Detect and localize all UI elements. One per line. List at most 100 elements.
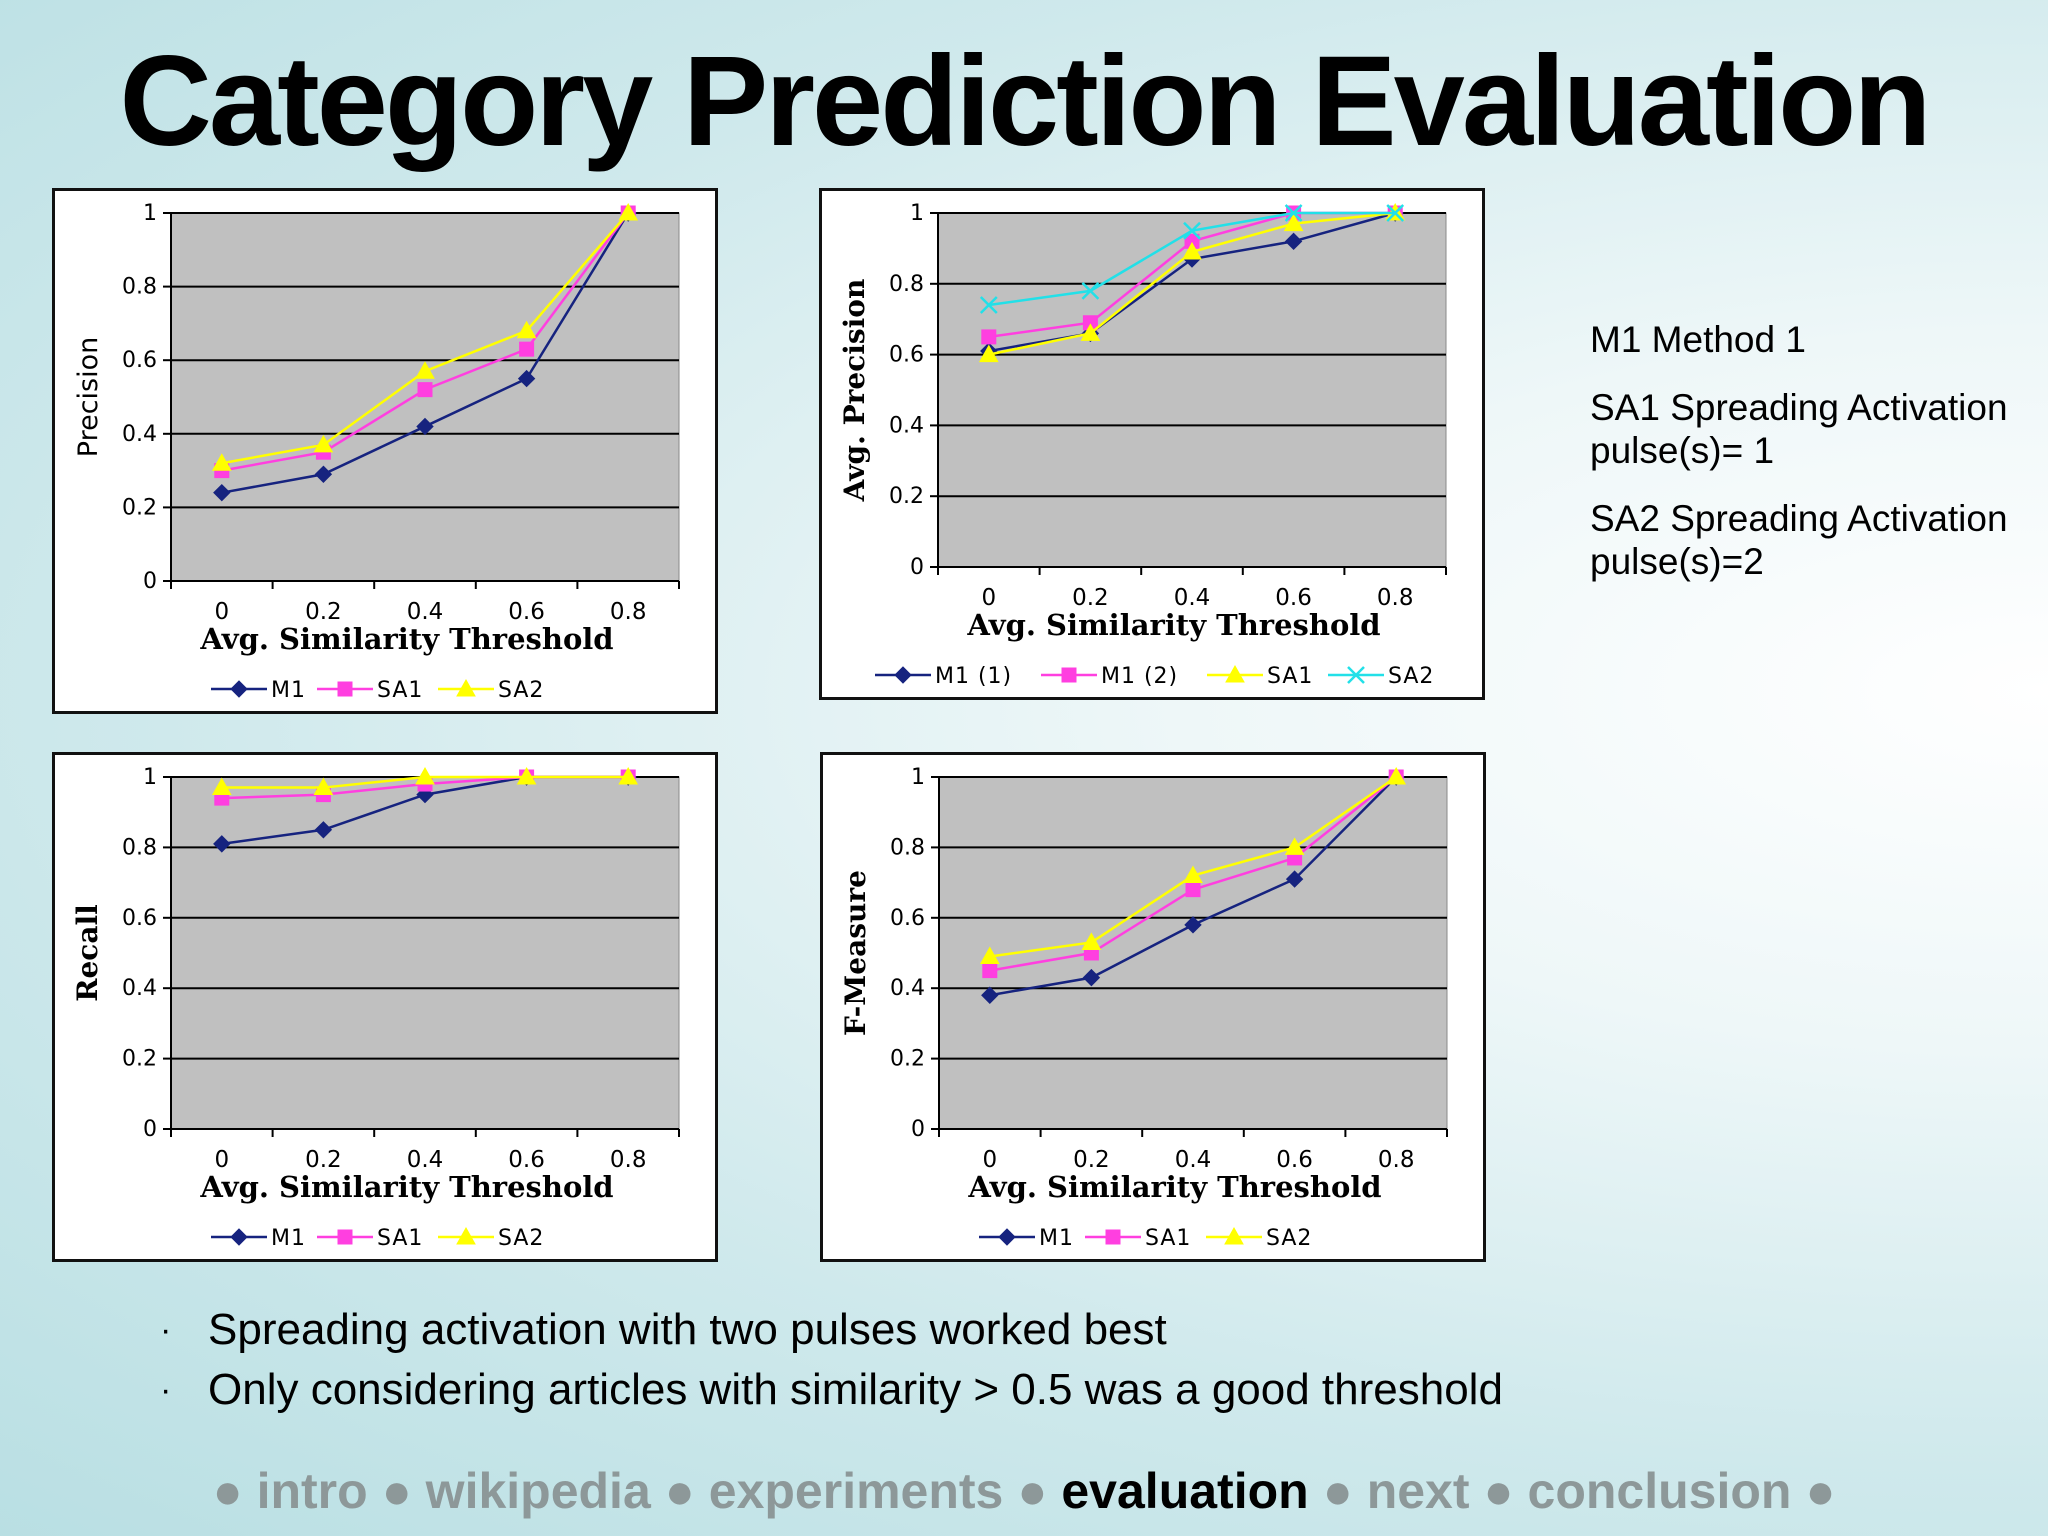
y-tick-label: 1 bbox=[910, 201, 924, 226]
nav-item-experiments[interactable]: experiments bbox=[708, 1463, 1004, 1519]
legend-label: SA1 bbox=[1145, 1226, 1191, 1251]
data-point bbox=[313, 777, 334, 796]
legend-marker bbox=[1061, 667, 1077, 683]
x-axis-label: Avg. Similarity Threshold bbox=[199, 1170, 613, 1204]
data-point bbox=[618, 202, 639, 221]
x-tick-label: 0 bbox=[214, 1147, 229, 1173]
data-point bbox=[981, 329, 997, 345]
y-tick-label: 0.8 bbox=[890, 835, 925, 860]
x-tick-label: 0.4 bbox=[1174, 585, 1211, 611]
legend-item: SA2 bbox=[438, 678, 544, 703]
legend-label: M1 (2) bbox=[1101, 664, 1178, 689]
legend-item: M1 bbox=[979, 1226, 1073, 1251]
legend-label: M1 (1) bbox=[935, 664, 1012, 689]
nav-item-intro[interactable]: intro bbox=[256, 1463, 368, 1519]
y-tick-label: 1 bbox=[143, 765, 157, 790]
legend-label: M1 bbox=[271, 1226, 306, 1251]
legend-marker bbox=[1224, 1226, 1244, 1245]
legend-marker bbox=[456, 678, 476, 697]
bullet-text: Only considering articles with similarit… bbox=[208, 1365, 1503, 1414]
y-tick-label: 0.4 bbox=[122, 976, 157, 1001]
series-sa2 bbox=[211, 202, 639, 471]
legend-item: SA1 bbox=[317, 1226, 422, 1251]
nav-item-wikipedia[interactable]: wikipedia bbox=[425, 1463, 651, 1519]
data-point bbox=[416, 785, 434, 804]
data-point bbox=[516, 320, 537, 339]
data-point bbox=[1081, 281, 1100, 300]
y-tick-label: 0.6 bbox=[890, 906, 925, 931]
x-tick-label: 0.2 bbox=[1072, 585, 1109, 611]
y-axis-label: Precision bbox=[73, 337, 104, 457]
y-tick-label: 0 bbox=[143, 569, 157, 594]
legend-marker bbox=[230, 1228, 248, 1246]
data-point bbox=[415, 766, 435, 785]
nav-item-next[interactable]: next bbox=[1366, 1463, 1470, 1519]
x-tick-label: 0.2 bbox=[1073, 1147, 1110, 1173]
data-point bbox=[313, 434, 334, 453]
nav-separator: ● bbox=[1017, 1463, 1048, 1519]
nav-separator: ● bbox=[1483, 1463, 1514, 1519]
y-tick-label: 1 bbox=[143, 201, 157, 226]
legend-item: M1 (2) bbox=[1041, 664, 1178, 689]
data-point bbox=[1285, 870, 1304, 888]
x-tick-label: 0.8 bbox=[1377, 585, 1414, 611]
data-point bbox=[517, 369, 536, 388]
legend-note-sa1: SA1 Spreading Activation pulse(s)= 1 bbox=[1590, 387, 2008, 471]
data-point bbox=[1182, 241, 1202, 260]
data-point bbox=[1283, 213, 1304, 232]
x-tick-label: 0.6 bbox=[1276, 1147, 1313, 1173]
legend-note-m1: M1 Method 1 bbox=[1590, 319, 1806, 360]
nav-separator: ● bbox=[381, 1463, 412, 1519]
data-point bbox=[618, 766, 639, 785]
x-axis-label: Avg. Similarity Threshold bbox=[966, 608, 1380, 642]
avg-precision-chart: 0 0.2 0.4 0.6 0.8 1 0 0.2 0.4 0.6 0.8 Avg. Similari… bbox=[819, 188, 1485, 700]
x-tick-label: 0.8 bbox=[610, 1147, 647, 1173]
y-tick-label: 0.8 bbox=[122, 275, 157, 300]
data-point bbox=[1183, 865, 1203, 884]
series-sa2 bbox=[211, 766, 639, 796]
x-tick-label: 0.8 bbox=[610, 599, 647, 625]
data-point bbox=[1081, 932, 1102, 950]
y-axis-label: Avg. Precision bbox=[838, 279, 871, 503]
legend-marker bbox=[894, 666, 912, 684]
bullet-marker: · bbox=[160, 1371, 172, 1409]
y-tick-label: 0.6 bbox=[889, 343, 924, 368]
nav-item-conclusion[interactable]: conclusion bbox=[1527, 1463, 1792, 1519]
data-point bbox=[1284, 837, 1305, 855]
data-point bbox=[213, 835, 231, 853]
x-tick-label: 0 bbox=[214, 599, 229, 625]
series-sa2 bbox=[979, 204, 1405, 314]
legend-label: SA2 bbox=[1266, 1226, 1312, 1251]
f-measure-chart: 0 0.2 0.4 0.6 0.8 1 0 0.2 0.4 0.6 0.8 Avg. Similari… bbox=[820, 752, 1486, 1262]
legend-marker bbox=[1105, 1229, 1121, 1245]
data-point bbox=[979, 296, 998, 314]
y-tick-label: 0.6 bbox=[122, 906, 157, 931]
legend-item: SA2 bbox=[1328, 664, 1433, 689]
nav-item-evaluation[interactable]: evaluation bbox=[1061, 1463, 1309, 1519]
legend-label: SA2 bbox=[498, 678, 544, 703]
y-tick-label: 0.8 bbox=[122, 835, 157, 860]
bullet-item: · Spreading activation with two pulses w… bbox=[160, 1300, 1503, 1360]
legend-item: SA1 bbox=[1207, 664, 1312, 689]
nav-separator: ● bbox=[212, 1463, 243, 1519]
data-point bbox=[314, 821, 333, 839]
series-sa2 bbox=[979, 766, 1407, 965]
data-point bbox=[1284, 232, 1303, 251]
data-point bbox=[1183, 221, 1201, 240]
legend-marker bbox=[998, 1228, 1016, 1246]
x-tick-label: 0.4 bbox=[407, 1147, 444, 1173]
legend-item: M1 bbox=[211, 1226, 306, 1251]
legend-marker bbox=[456, 1226, 476, 1245]
y-tick-label: 0.4 bbox=[889, 413, 924, 438]
x-tick-label: 0.8 bbox=[1378, 1147, 1415, 1173]
y-tick-label: 0 bbox=[911, 1117, 925, 1142]
data-point bbox=[314, 465, 333, 483]
legend-marker bbox=[337, 1229, 353, 1245]
data-point bbox=[416, 417, 434, 436]
legend: M1 SA1 SA2 bbox=[211, 1226, 543, 1251]
y-tick-label: 0.4 bbox=[122, 422, 157, 447]
legend-item: SA1 bbox=[317, 678, 422, 703]
